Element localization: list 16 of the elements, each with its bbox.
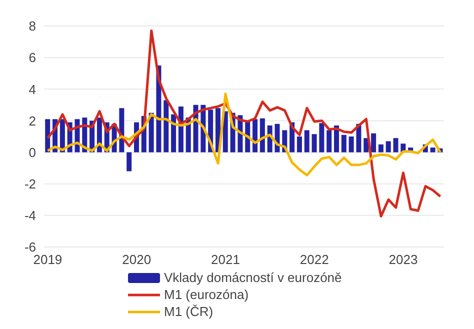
- y-tick-label: 0: [28, 144, 36, 160]
- x-tick-label: 2021: [211, 252, 240, 268]
- x-tick-label: 2019: [33, 252, 62, 268]
- y-tick-label: 6: [28, 50, 36, 66]
- y-tick-label: 2: [28, 113, 36, 128]
- legend-label: M1 (eurozóna): [164, 287, 249, 302]
- legend-label: M1 (ČR): [164, 304, 214, 319]
- y-tick-label: 8: [28, 18, 36, 34]
- y-tick-label: -6: [24, 240, 36, 255]
- y-tick-label: -4: [24, 208, 36, 224]
- x-tick-label: 2022: [300, 252, 329, 268]
- x-tick-label: 2020: [122, 252, 152, 268]
- y-tick-label: 4: [28, 82, 36, 97]
- y-tick-label: -2: [24, 176, 36, 192]
- legend-label: Vklady domácností v eurozóně: [164, 270, 342, 285]
- x-tick-label: 2023: [388, 252, 418, 268]
